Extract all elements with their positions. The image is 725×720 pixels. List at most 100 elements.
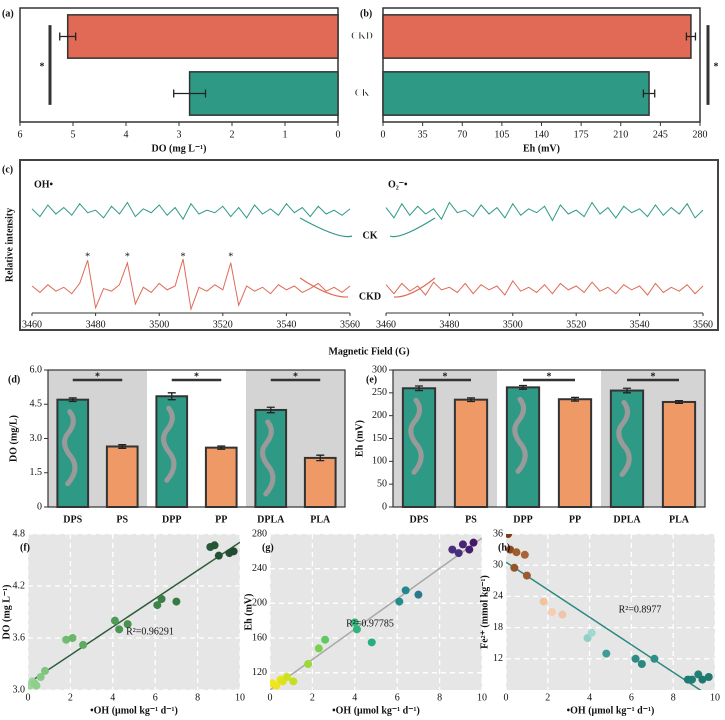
connector (389, 217, 436, 238)
x-tick-label: 10 (477, 692, 487, 703)
connector (393, 277, 436, 298)
category-label: CKD (351, 31, 373, 42)
x-tick-label: 3480 (86, 319, 106, 330)
point (650, 654, 659, 663)
point (79, 640, 88, 649)
peak-mark: * (125, 251, 130, 262)
point (454, 549, 463, 558)
x-axis-label: Magnetic Field (G) (328, 346, 409, 357)
x-tick-label: 3460 (22, 319, 42, 330)
point (539, 597, 548, 606)
error-bar (68, 397, 77, 403)
x-tick-label: PLA (669, 514, 690, 525)
y-axis-label: DO (mg L⁻¹) (1, 585, 12, 640)
x-tick-label: PS (465, 514, 477, 525)
error-bar (316, 454, 325, 462)
x-tick-label: 3500 (149, 319, 169, 330)
x-axis-label: •OH (μmol kg⁻¹ d⁻¹) (90, 705, 178, 716)
y-tick-label: 160 (252, 632, 267, 643)
point (115, 625, 124, 634)
error-bar (519, 384, 527, 390)
y-tick-label: 240 (252, 563, 267, 574)
bar-icon (408, 397, 424, 475)
plot-background (506, 534, 715, 690)
peak-mark: * (228, 251, 233, 262)
error-bar (623, 387, 631, 394)
y-tick-label: 0 (382, 501, 387, 512)
x-tick-label: 6 (629, 692, 634, 703)
point (350, 618, 359, 627)
x-tick-label: PP (569, 514, 581, 525)
x-tick-label: 6 (395, 692, 400, 703)
error-bar (571, 396, 579, 402)
y-tick-label: 50 (377, 478, 387, 489)
point (36, 673, 45, 681)
point (123, 620, 132, 629)
connector (299, 217, 353, 238)
x-tick-label: PS (116, 514, 128, 525)
category-label: CK (355, 88, 370, 99)
x-tick-label: 2 (310, 692, 315, 703)
y-tick-label: 250 (372, 387, 387, 398)
panel-label: (b) (360, 8, 372, 19)
x-tick-label: 3460 (376, 319, 396, 330)
bar (661, 400, 697, 509)
point (587, 628, 596, 637)
error-bar (642, 89, 656, 98)
x-tick-label: 4 (124, 129, 129, 140)
y-tick-label: 1.5 (30, 467, 43, 478)
significance-label: * (651, 371, 656, 382)
x-axis-label: •OH (μmol kg⁻¹ d⁻¹) (332, 705, 420, 716)
legend-label: CKD (359, 291, 381, 302)
y-tick-label: 4.2 (13, 580, 26, 591)
point (352, 625, 361, 634)
error-bar (467, 397, 475, 403)
error-bar (415, 385, 423, 392)
bar (453, 398, 489, 508)
y-tick-label: 18 (493, 622, 503, 633)
point (214, 551, 223, 560)
x-tick-label: 70 (457, 129, 467, 140)
bar-icon (62, 409, 78, 487)
x-tick-label: PLA (310, 514, 331, 525)
point (631, 654, 640, 663)
y-tick-label: 300 (372, 364, 387, 375)
fit-line (506, 561, 702, 690)
panel-label: (d) (8, 374, 20, 385)
y-tick-label: 30 (493, 559, 503, 570)
x-tick-label: 105 (494, 129, 509, 140)
point (321, 635, 330, 644)
y-tick-label: 4.5 (30, 399, 43, 410)
x-tick-label: DPS (63, 514, 82, 525)
annotation: R²=0.96291 (126, 626, 174, 637)
x-tick-label: 6 (18, 129, 23, 140)
point (210, 541, 219, 550)
y-tick-label: 6.0 (30, 364, 43, 375)
y-tick-label: 150 (372, 433, 387, 444)
point (512, 548, 521, 557)
x-tick-label: 245 (653, 129, 668, 140)
panel-label: (e) (366, 374, 377, 385)
y-tick-label: 36 (493, 528, 503, 539)
bar (188, 71, 339, 116)
panel-label: (a) (2, 8, 14, 19)
point (272, 681, 281, 690)
bar (557, 398, 593, 508)
x-tick-label: 4 (587, 692, 592, 703)
x-tick-label: DPLA (613, 514, 641, 525)
panel-label: (c) (2, 164, 13, 175)
x-tick-label: 0 (26, 692, 31, 703)
subplot-title: O₂⁻• (388, 179, 408, 190)
x-tick-label: 3560 (340, 319, 360, 330)
x-tick-label: 0 (381, 129, 386, 140)
x-tick-label: 5 (71, 129, 76, 140)
x-tick-label: 3540 (276, 319, 296, 330)
x-tick-label: 6 (153, 692, 158, 703)
x-tick-label: 4 (110, 692, 115, 703)
bar-icon (616, 400, 632, 478)
point (688, 675, 697, 684)
x-tick-label: 280 (693, 129, 708, 140)
x-tick-label: 4 (352, 692, 357, 703)
y-axis-label: DO (mg/L) (8, 415, 19, 462)
fit-line (28, 541, 240, 684)
